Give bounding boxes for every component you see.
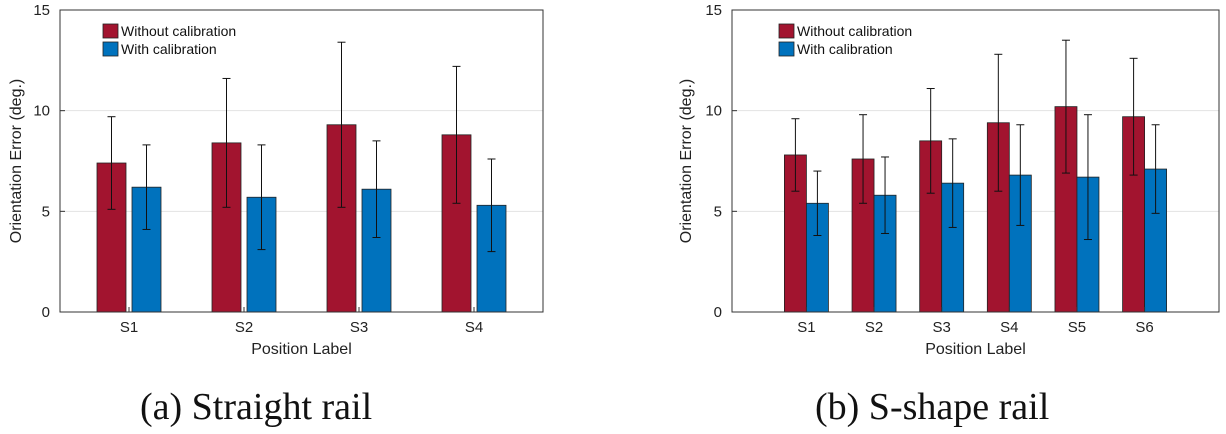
chart-straight-rail: 0 5 10 15 S1 S2 S3 S4 Position Label Orientation … xyxy=(8,2,544,358)
x-tick-label: S1 xyxy=(120,319,138,336)
legend-swatch xyxy=(102,41,119,57)
x-tick-label: S4 xyxy=(465,319,483,336)
x-tick-label: S3 xyxy=(350,319,368,336)
legend-label: With calibration xyxy=(121,41,217,57)
y-tick-label: 10 xyxy=(33,103,50,120)
chart-panel-s-shape-rail: 0 5 10 15 S1 S2 S3 S4 S5 S6 Position Label Orientat… xyxy=(660,0,1226,434)
legend-label: Without calibration xyxy=(121,23,236,39)
caption-s-shape-rail: (b) S-shape rail xyxy=(815,386,1050,428)
chart-panel-straight-rail: 0 5 10 15 S1 S2 S3 S4 Position Label Orientation … xyxy=(0,0,560,434)
x-tick-label: S2 xyxy=(865,319,883,336)
y-tick-label: 0 xyxy=(714,304,722,321)
legend-label: Without calibration xyxy=(797,23,912,39)
caption-straight-rail: (a) Straight rail xyxy=(140,386,373,428)
plot-frame xyxy=(59,9,544,313)
legend: Without calibration With calibration xyxy=(102,23,236,57)
x-tick-label: S2 xyxy=(235,319,253,336)
legend-swatch xyxy=(778,23,795,39)
legend-swatch xyxy=(102,23,119,39)
x-tick-label: S5 xyxy=(1068,319,1086,336)
chart-s-shape-rail: 0 5 10 15 S1 S2 S3 S4 S5 S6 Position Label Orientat… xyxy=(678,2,1220,358)
legend-label: With calibration xyxy=(797,41,893,57)
y-tick-label: 15 xyxy=(33,2,50,19)
x-axis-title: Position Label xyxy=(251,341,352,358)
legend: Without calibration With calibration xyxy=(778,23,912,57)
y-tick-label: 5 xyxy=(42,203,50,220)
x-tick-label: S6 xyxy=(1135,319,1153,336)
x-tick-label: S3 xyxy=(933,319,951,336)
y-tick-label: 0 xyxy=(42,304,50,321)
y-tick-label: 15 xyxy=(705,2,722,19)
x-axis-title: Position Label xyxy=(925,341,1026,358)
y-tick-label: 10 xyxy=(705,103,722,120)
y-tick-label: 5 xyxy=(714,203,722,220)
y-axis-title: Orientation Error (deg.) xyxy=(8,79,25,244)
x-tick-label: S4 xyxy=(1000,319,1018,336)
plot-frame xyxy=(731,9,1220,313)
legend-swatch xyxy=(778,41,795,57)
x-tick-label: S1 xyxy=(797,319,815,336)
y-axis-title: Orientation Error (deg.) xyxy=(678,79,695,244)
